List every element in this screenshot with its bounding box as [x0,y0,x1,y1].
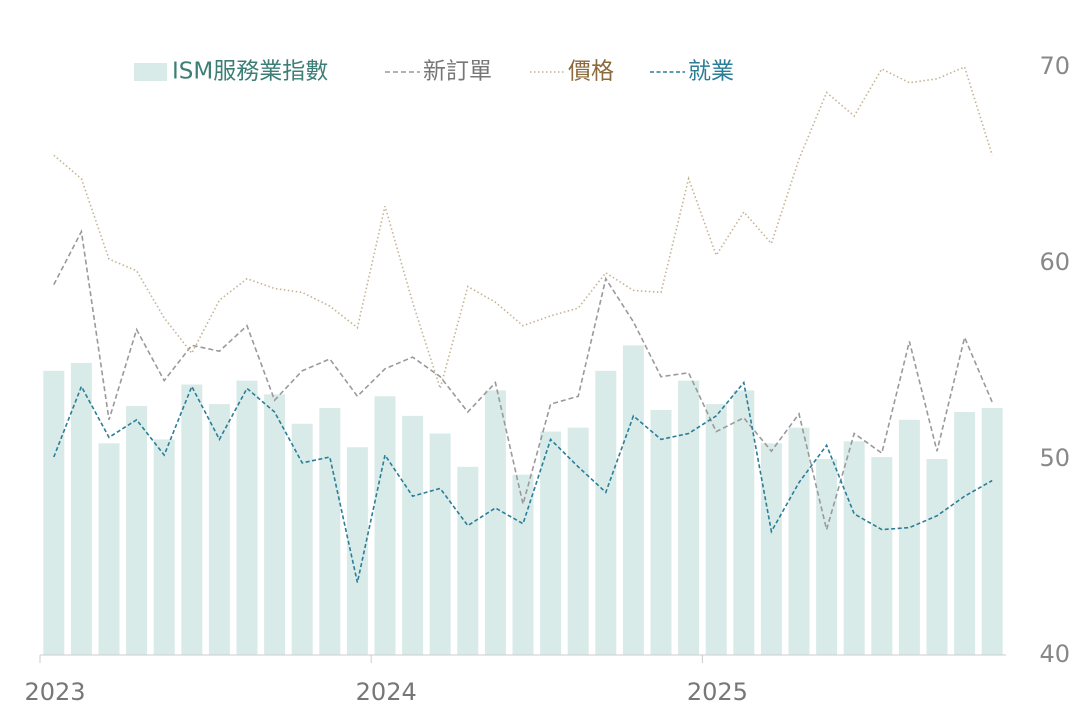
bar [291,423,313,655]
bar [264,394,286,655]
bar [402,415,424,655]
bar [208,404,230,655]
bar [181,384,203,655]
bar [540,431,562,655]
legend-label: 價格 [568,59,614,85]
y-tick-label: 50 [1039,444,1070,472]
legend-label: ISM服務業指數 [172,59,328,85]
bar [319,408,341,655]
bar [457,466,479,655]
bar [126,406,148,655]
bar [374,396,396,655]
bar [760,443,782,655]
bar [733,390,755,655]
bar [981,408,1003,655]
legend-label: 新訂單 [423,59,492,85]
bar [567,427,589,655]
x-tick-label: 2023 [24,678,85,706]
legend-swatch [134,63,167,81]
bar [484,390,506,655]
bar [429,433,451,655]
bar [346,447,368,655]
bar [70,362,92,655]
bar [926,459,948,655]
y-tick-label: 60 [1039,248,1070,276]
line [53,65,993,392]
bar [954,411,976,655]
bar [43,370,65,655]
bar [153,439,175,655]
bar [650,410,672,655]
bar [898,419,920,655]
bar [98,443,120,655]
y-tick-label: 70 [1039,52,1070,80]
bar [843,441,865,655]
x-tick-label: 2024 [356,678,417,706]
bar [622,345,644,655]
line [53,229,993,533]
bar [788,427,810,655]
legend-label: 就業 [688,59,734,85]
bar [595,370,617,655]
y-tick-label: 40 [1039,640,1070,668]
bar [705,404,727,655]
x-tick-label: 2025 [687,678,748,706]
line [53,380,993,583]
bar [816,459,838,655]
bar [512,474,534,655]
bar [871,457,893,655]
bar [678,380,700,655]
bar [236,380,258,655]
